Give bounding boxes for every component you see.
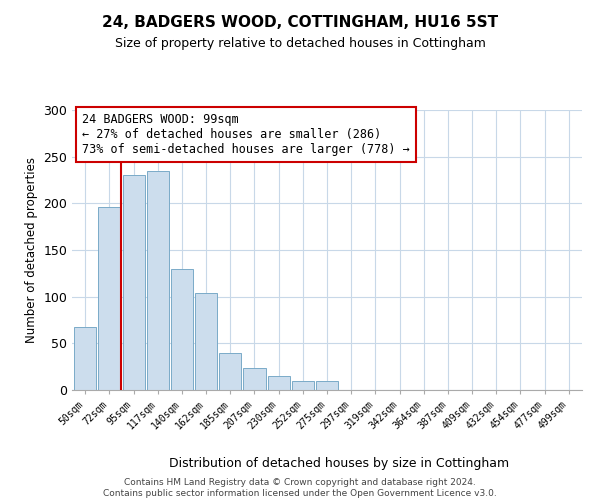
Text: 24 BADGERS WOOD: 99sqm
← 27% of detached houses are smaller (286)
73% of semi-de: 24 BADGERS WOOD: 99sqm ← 27% of detached… bbox=[82, 113, 410, 156]
Bar bbox=[98, 207, 121, 390]
Bar bbox=[122, 176, 145, 390]
Text: Distribution of detached houses by size in Cottingham: Distribution of detached houses by size … bbox=[169, 458, 509, 470]
Bar bbox=[316, 380, 338, 390]
Y-axis label: Number of detached properties: Number of detached properties bbox=[25, 157, 38, 343]
Bar bbox=[171, 268, 193, 390]
Text: Size of property relative to detached houses in Cottingham: Size of property relative to detached ho… bbox=[115, 38, 485, 51]
Text: Contains HM Land Registry data © Crown copyright and database right 2024.
Contai: Contains HM Land Registry data © Crown c… bbox=[103, 478, 497, 498]
Bar bbox=[244, 368, 266, 390]
Bar bbox=[74, 326, 97, 390]
Text: 24, BADGERS WOOD, COTTINGHAM, HU16 5ST: 24, BADGERS WOOD, COTTINGHAM, HU16 5ST bbox=[102, 15, 498, 30]
Bar bbox=[195, 293, 217, 390]
Bar bbox=[292, 380, 314, 390]
Bar bbox=[268, 376, 290, 390]
Bar bbox=[146, 170, 169, 390]
Bar bbox=[219, 352, 241, 390]
